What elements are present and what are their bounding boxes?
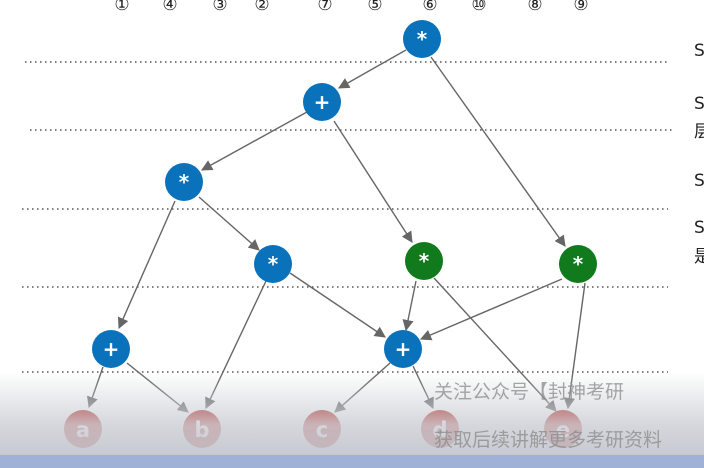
watermark-line-1: 关注公众号【封神考研: [434, 381, 624, 403]
bottom-bar: [0, 455, 704, 468]
watermark-line-2: 获取后续讲解更多考研资料: [434, 429, 662, 451]
